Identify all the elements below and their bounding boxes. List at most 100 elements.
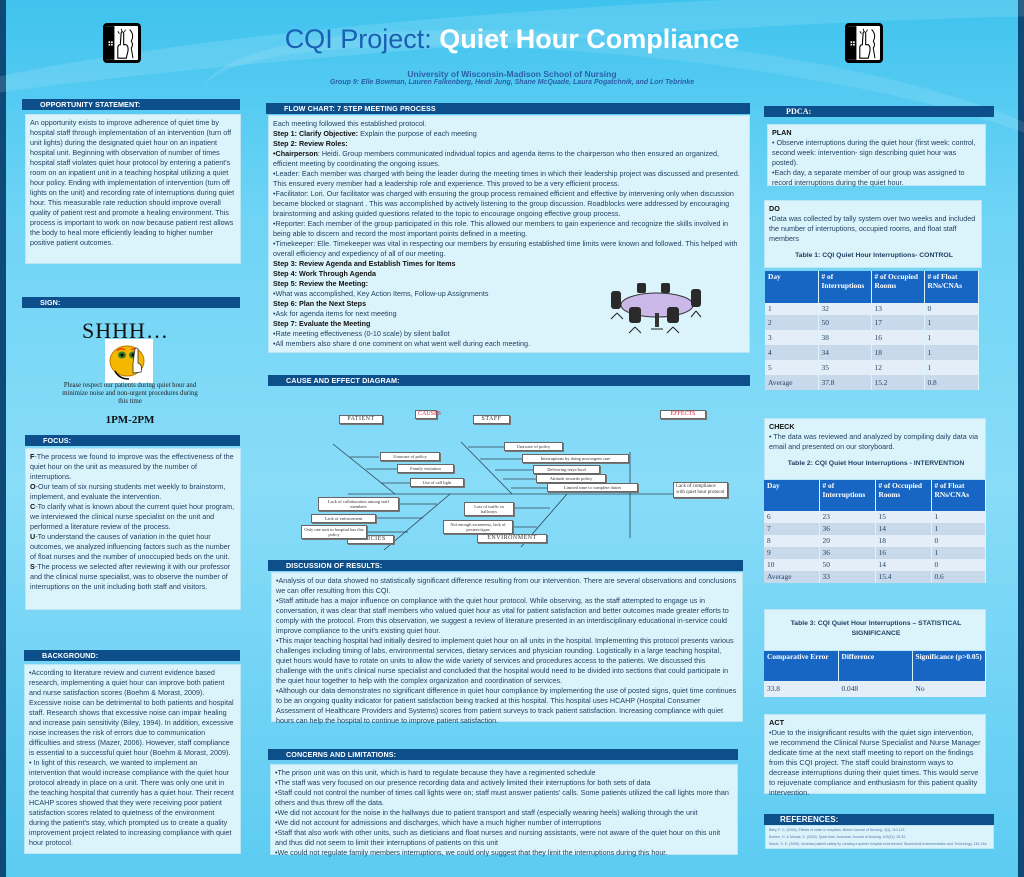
- focus-item-u: U-To understand the causes of variation …: [30, 532, 231, 561]
- sign-title: SHHH…: [82, 318, 169, 343]
- fishbone-diagram: CAUSES EFFECTS PATIENT STAFF POLICIES EN…: [268, 390, 750, 550]
- discussion-heading: DISCUSSION OF RESULTS:: [268, 560, 743, 571]
- cause-box: Attitude towards policy: [536, 474, 606, 483]
- table-header-row: Day # of Interruptions # of Occupied Roo…: [764, 480, 986, 511]
- role-facilitator: •Facilitator: Lori. Our facilitator was …: [273, 189, 734, 218]
- sign-heading: SIGN:: [22, 297, 240, 308]
- concern-item: •The prison unit was on this unit, which…: [275, 768, 596, 777]
- focus-content: F-The process we found to improve was th…: [25, 448, 241, 610]
- step-7-text: •All members also share d one comment on…: [273, 339, 531, 348]
- table-row: 3 38 16 1: [765, 330, 979, 345]
- shush-finger-icon: [845, 23, 883, 63]
- discussion-paragraph: •Although our data demonstrates no signi…: [276, 686, 737, 725]
- table-row: 4 34 18 1: [765, 345, 979, 360]
- step-7-text: •Rate meeting effectiveness (0-10 scale)…: [273, 329, 450, 338]
- title-main: Quiet Hour Compliance: [439, 24, 740, 54]
- background-paragraph: •According to literature review and curr…: [29, 668, 234, 757]
- references-heading: REFERENCES:: [764, 814, 994, 825]
- act-label: ACT: [769, 718, 785, 727]
- step-5-text: •What was accomplished, Key Action Items…: [273, 289, 489, 298]
- cause-box: Delivering trays/food: [533, 465, 600, 474]
- check-content: CHECK • The data was reviewed and analyz…: [764, 418, 986, 480]
- shushing-smiley-icon: [105, 339, 153, 383]
- act-content: ACT •Due to the insignificant results wi…: [764, 714, 986, 797]
- concern-item: •We did not account for the noise in the…: [275, 808, 698, 817]
- focus-item-s: S-The process we selected after reviewin…: [30, 562, 231, 591]
- concern-item: •We did not account for admissions and d…: [275, 818, 602, 827]
- plan-item: •Each day, a separate member of our grou…: [772, 168, 965, 187]
- table-row: 9 36 16 1: [764, 547, 986, 559]
- pdca-heading: PDCA:: [764, 106, 994, 117]
- effects-label: EFFECTS: [660, 410, 706, 419]
- cause-box: Unaware of policy: [504, 442, 563, 451]
- institution: University of Wisconsin-Madison School o…: [407, 69, 617, 79]
- table-row: 6 23 15 1: [764, 511, 986, 523]
- table-row: Average 37.8 15.2 0.8: [765, 375, 979, 390]
- plan-label: PLAN: [772, 128, 792, 137]
- act-text: •Due to the insignificant results with t…: [769, 728, 981, 797]
- do-text: •Data was collected by tally system over…: [769, 214, 976, 243]
- step-7: Step 7: Evaluate the Meeting: [273, 319, 371, 328]
- effect-box: Lack of compliance with quiet hour proto…: [673, 482, 728, 498]
- focus-item-f: F-The process we found to improve was th…: [30, 452, 234, 481]
- title-prefix: CQI Project:: [284, 24, 432, 54]
- role-reporter: •Reporter: Each member of the group part…: [273, 219, 729, 238]
- category-patient: PATIENT: [339, 415, 383, 424]
- check-text: • The data was reviewed and analyzed by …: [769, 432, 978, 451]
- table3-caption-box: Table 3: CQI Quiet Hour Interruptions – …: [764, 609, 986, 651]
- step-3: Step 3: Review Agenda and Establish Time…: [273, 259, 456, 268]
- references-content: Biley, F. C. (1994). Effects of noise in…: [765, 825, 994, 849]
- category-staff: STAFF: [473, 415, 510, 424]
- step-5: Step 5: Review the Meeting:: [273, 279, 369, 288]
- reference-item: Boehm, H. & Morast, S. (2009). Quiet tim…: [769, 835, 907, 839]
- cause-box: Lack of enforcement: [311, 514, 376, 523]
- table-row: 33.8 0.048 No: [764, 681, 986, 697]
- poster-frame-left: [0, 0, 6, 877]
- table-row: 10 50 14 0: [764, 559, 986, 571]
- opportunity-heading: OPPORTUNITY STATEMENT:: [22, 99, 240, 110]
- category-policies: POLICIES: [347, 535, 394, 544]
- do-label: DO: [769, 204, 780, 213]
- poster-frame-right: [1018, 0, 1024, 877]
- cause-box: Limited time to complete duties: [547, 483, 638, 492]
- table2-caption: Table 2: CQI Quiet Hour Interruptions - …: [787, 460, 965, 467]
- focus-item-o: O-Our team of six nursing students met w…: [30, 482, 226, 501]
- sign-message: Please respect our patients during quiet…: [62, 382, 198, 405]
- step-6-text: •Ask for agenda items for next meeting: [273, 309, 397, 318]
- table-row: 2 50 17 1: [765, 315, 979, 330]
- cause-box: Not enough awareness, lack of posters/si…: [443, 520, 513, 534]
- causes-label: CAUSES: [415, 410, 441, 419]
- cause-box: Use of call light: [410, 478, 464, 487]
- step-6: Step 6: Plan the Next Steps: [273, 299, 367, 308]
- discussion-content: •Analysis of our data showed no statisti…: [271, 572, 743, 725]
- focus-heading: FOCUS:: [25, 435, 240, 446]
- table-header-row: Comparative Error Difference Significanc…: [764, 651, 986, 681]
- role-timekeeper: •Timekeeper: Elle. Timekeeper was vital …: [273, 239, 738, 258]
- table-intervention: Day # of Interruptions # of Occupied Roo…: [764, 480, 986, 583]
- concerns-heading: CONCERNS AND LIMITATIONS:: [268, 749, 738, 760]
- table-row: Average 33 15.4 0.6: [764, 571, 986, 583]
- category-environment: ENVIRONMENT: [477, 534, 547, 543]
- cause-box: Unaware of policy: [380, 452, 440, 461]
- table3-caption: Table 3: CQI Quiet Hour Interruptions – …: [790, 620, 962, 637]
- table1-caption: Table 1: CQI Quiet Hour Interruptions- C…: [795, 252, 953, 259]
- cause-effect-heading: CAUSE AND EFFECT DIAGRAM:: [268, 375, 750, 386]
- reference-item: Biley, F. C. (1994). Effects of noise in…: [769, 828, 906, 832]
- background-content: •According to literature review and curr…: [24, 664, 241, 854]
- flowchart-heading: FLOW CHART: 7 STEP MEETING PROCESS: [266, 103, 750, 114]
- cause-box: Lots of traffic in hallways: [464, 502, 514, 516]
- concern-item: •Staff could not control the number of t…: [275, 788, 729, 807]
- table-row: 5 35 12 1: [765, 360, 979, 375]
- step-1: Step 1: Clarify Objective: Explain the p…: [273, 129, 477, 138]
- concern-item: •We could not regulate family members in…: [275, 848, 668, 857]
- background-paragraph: • In light of this research, we wanted t…: [29, 758, 234, 847]
- step-2: Step 2: Review Roles:: [273, 139, 348, 148]
- table-row: 1 32 13 0: [765, 303, 979, 315]
- discussion-paragraph: •This major teaching hospital had initia…: [276, 636, 734, 685]
- concern-item: •Staff that also work with other units, …: [275, 828, 721, 847]
- authors: Group 9: Elle Bowman, Lauren Falkenberg,…: [329, 79, 695, 86]
- cause-box: Only one unit in hospital has this polic…: [301, 525, 367, 539]
- discussion-paragraph: •Staff attitude has a major influence on…: [276, 596, 729, 635]
- table-significance: Comparative Error Difference Significanc…: [764, 651, 986, 697]
- table-row: 8 20 18 0: [764, 535, 986, 547]
